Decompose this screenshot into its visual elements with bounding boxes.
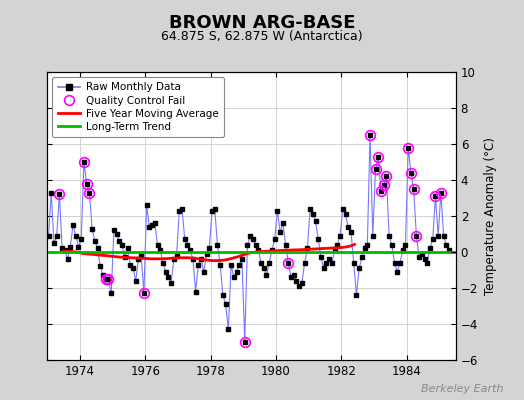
Legend: Raw Monthly Data, Quality Control Fail, Five Year Moving Average, Long-Term Tren: Raw Monthly Data, Quality Control Fail, … — [52, 77, 224, 137]
Text: 64.875 S, 62.875 W (Antarctica): 64.875 S, 62.875 W (Antarctica) — [161, 30, 363, 43]
Text: BROWN ARG-BASE: BROWN ARG-BASE — [169, 14, 355, 32]
Y-axis label: Temperature Anomaly (°C): Temperature Anomaly (°C) — [484, 137, 497, 295]
Text: Berkeley Earth: Berkeley Earth — [421, 384, 503, 394]
